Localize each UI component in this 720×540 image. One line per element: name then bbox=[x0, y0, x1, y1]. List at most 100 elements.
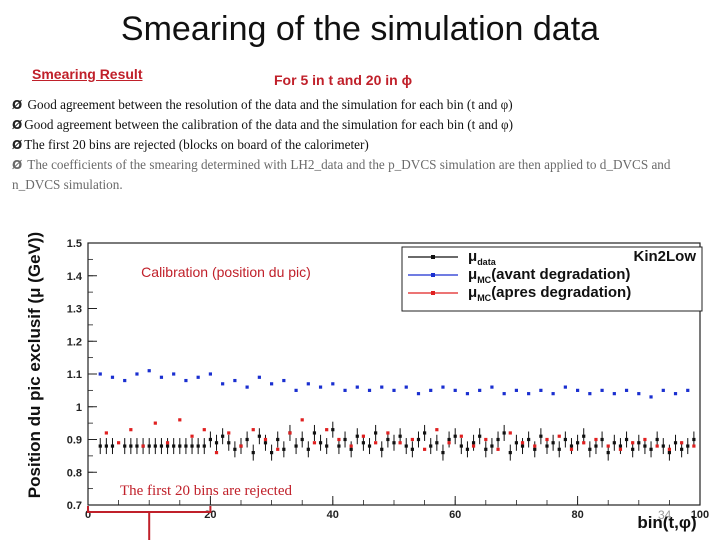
data-point bbox=[490, 385, 494, 389]
data-point bbox=[300, 437, 304, 442]
data-point bbox=[355, 385, 359, 389]
data-point bbox=[110, 444, 115, 448]
data-point bbox=[533, 447, 537, 451]
legend-label: μMC(apres degradation) bbox=[468, 284, 631, 303]
data-point bbox=[380, 447, 384, 451]
data-point bbox=[300, 418, 304, 422]
data-point bbox=[196, 375, 200, 379]
x-tick-label: 80 bbox=[571, 509, 583, 521]
data-point bbox=[184, 378, 188, 383]
data-point bbox=[410, 447, 414, 451]
data-point bbox=[484, 437, 488, 442]
data-point bbox=[165, 441, 170, 445]
data-point bbox=[374, 431, 378, 435]
data-point bbox=[441, 385, 445, 389]
data-point bbox=[527, 437, 531, 442]
data-point bbox=[135, 372, 139, 376]
data-point bbox=[649, 447, 653, 451]
data-point bbox=[637, 392, 641, 396]
data-point bbox=[588, 392, 592, 396]
bullet-item: Ø The coefficients of the smearing deter… bbox=[12, 155, 712, 194]
data-point bbox=[239, 444, 243, 448]
data-point bbox=[667, 447, 671, 451]
data-point bbox=[392, 441, 396, 445]
data-point bbox=[404, 385, 408, 389]
data-point bbox=[343, 437, 347, 442]
x-tick-label: 60 bbox=[449, 509, 461, 521]
legend-header: Kin2Low bbox=[634, 248, 697, 265]
data-point bbox=[159, 444, 164, 448]
data-point bbox=[667, 451, 671, 455]
data-point bbox=[202, 428, 206, 432]
data-point bbox=[306, 447, 310, 451]
data-point bbox=[227, 441, 231, 445]
data-point bbox=[208, 372, 212, 376]
y-tick-label: 0.7 bbox=[67, 500, 82, 512]
data-point bbox=[153, 421, 157, 425]
data-point bbox=[374, 441, 378, 445]
data-point bbox=[539, 434, 543, 438]
bullet-item: Ø Good agreement between the resolution … bbox=[12, 95, 712, 115]
data-point bbox=[453, 388, 457, 392]
data-point bbox=[557, 434, 561, 438]
data-point bbox=[386, 431, 390, 435]
data-point bbox=[447, 437, 451, 442]
data-point bbox=[655, 444, 659, 448]
data-point bbox=[178, 444, 182, 448]
data-point bbox=[380, 385, 384, 389]
data-point bbox=[367, 388, 372, 392]
data-point bbox=[331, 428, 335, 432]
data-point bbox=[673, 441, 678, 445]
data-point bbox=[282, 378, 286, 383]
data-point bbox=[655, 437, 659, 442]
data-point bbox=[325, 444, 329, 448]
data-point bbox=[337, 437, 341, 442]
data-point bbox=[221, 434, 225, 438]
data-point bbox=[214, 451, 219, 455]
data-point bbox=[325, 428, 329, 432]
data-point bbox=[110, 375, 115, 379]
data-point bbox=[392, 388, 396, 392]
data-point bbox=[576, 441, 580, 445]
data-point bbox=[453, 434, 457, 438]
data-point bbox=[600, 437, 604, 442]
data-point bbox=[129, 444, 133, 448]
data-point bbox=[502, 431, 506, 435]
data-point bbox=[270, 382, 274, 386]
data-point bbox=[416, 437, 421, 442]
bullet-text: Good agreement between the resolution of… bbox=[27, 97, 513, 112]
section-label: Smearing Result bbox=[32, 66, 143, 82]
data-point bbox=[294, 388, 298, 392]
legend-marker bbox=[431, 291, 435, 295]
data-point bbox=[196, 444, 200, 448]
data-point bbox=[618, 447, 623, 451]
data-point bbox=[349, 447, 353, 451]
data-point bbox=[514, 441, 518, 445]
y-tick-label: 1.1 bbox=[67, 369, 82, 381]
series-0 bbox=[98, 421, 696, 461]
y-tick-label: 1.3 bbox=[67, 304, 82, 316]
data-point bbox=[398, 434, 402, 438]
data-point bbox=[123, 444, 127, 448]
data-point bbox=[563, 385, 567, 389]
data-point bbox=[270, 451, 274, 455]
data-point bbox=[227, 431, 231, 435]
data-point bbox=[233, 378, 237, 383]
data-point bbox=[398, 441, 402, 445]
bullet-text: The coefficients of the smearing determi… bbox=[12, 157, 671, 192]
legend-label: μdata bbox=[468, 248, 497, 267]
data-point bbox=[576, 388, 580, 392]
data-point bbox=[404, 444, 408, 448]
data-point bbox=[582, 441, 586, 445]
data-point bbox=[478, 388, 482, 392]
data-point bbox=[551, 441, 555, 445]
data-point bbox=[508, 451, 512, 455]
data-point bbox=[410, 437, 414, 442]
data-point bbox=[98, 444, 102, 448]
data-point bbox=[331, 382, 335, 386]
data-point bbox=[251, 451, 255, 455]
bullet-arrow-icon: Ø bbox=[12, 118, 23, 132]
bullet-list: Ø Good agreement between the resolution … bbox=[12, 95, 712, 194]
data-point bbox=[349, 444, 353, 448]
data-point bbox=[276, 437, 280, 442]
